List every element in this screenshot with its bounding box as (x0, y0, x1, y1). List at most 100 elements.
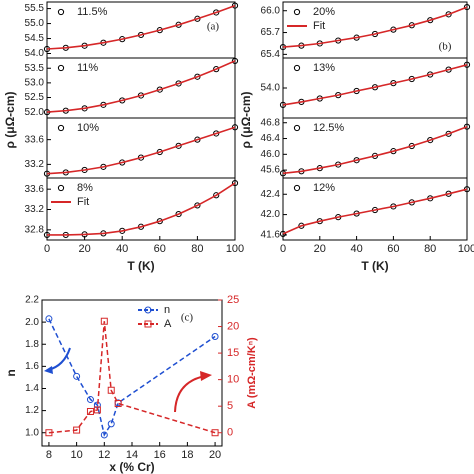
y-tick-label: 41.6 (261, 230, 281, 241)
legend-label: 20% (313, 6, 335, 18)
x-axis-label: x (% Cr) (109, 460, 154, 474)
x-tick-label: 80 (191, 243, 203, 255)
data-point (100, 431, 108, 439)
y-tick-label: 42.4 (261, 189, 281, 200)
data-point (231, 124, 239, 131)
legend-marker (57, 184, 65, 192)
legend-marker (293, 184, 301, 192)
legend-label: 12% (313, 182, 335, 194)
x-tick-label: 0 (280, 243, 286, 255)
y-tick-label: 1.6 (25, 361, 39, 372)
y-tick-label: 2.2 (25, 295, 39, 306)
legend-marker (144, 320, 152, 328)
x-tick-label: 0 (44, 243, 50, 255)
data-point (279, 230, 287, 238)
y-tick-label: 33.6 (25, 134, 45, 145)
arrow-a (174, 375, 206, 413)
legend-marker (293, 8, 301, 16)
data-point (445, 130, 452, 137)
data-point (213, 9, 220, 16)
y-tick-label: 52.5 (25, 92, 45, 103)
y2-tick-label: 15 (227, 347, 239, 359)
y-tick-label: 55.0 (25, 18, 45, 29)
data-point (445, 11, 452, 18)
data-point (86, 396, 94, 404)
legend-label: A (164, 318, 172, 330)
legend-marker (293, 64, 301, 72)
data-point (463, 3, 471, 11)
arrow-head (200, 371, 212, 381)
data-point (213, 66, 220, 73)
y-tick-label: 55.5 (25, 3, 45, 14)
y-tick-label: 42.0 (261, 209, 281, 220)
legend-label: 10% (77, 122, 99, 134)
y-tick-label: 1.2 (25, 405, 39, 416)
data-point (231, 57, 239, 65)
legend-label: 13% (313, 62, 335, 74)
series-line (282, 125, 468, 175)
y-axis-label: ρ (μΩ-cm) (239, 91, 253, 148)
y2-tick-label: 20 (227, 320, 239, 332)
data-point (73, 426, 81, 434)
legend-label: n (164, 304, 170, 316)
panel-label: (c) (181, 312, 194, 324)
legend-label: Fit (77, 196, 89, 208)
data-point (86, 407, 94, 415)
legend-marker (57, 8, 65, 16)
y-tick-label: 1.4 (25, 383, 39, 394)
plot-frame (46, 177, 236, 241)
y-tick-label: 1.0 (25, 427, 39, 438)
x-tick-label: 20 (314, 243, 326, 255)
x-tick-label: 40 (350, 243, 362, 255)
y-tick-label: 32.8 (25, 224, 45, 235)
y-axis-label: n (4, 369, 18, 376)
panel-label: (a) (207, 21, 220, 33)
y-axis-label: ρ (μΩ-cm) (3, 91, 17, 148)
y2-axis-label: A (mΩ-cm/Kⁿ) (246, 337, 258, 409)
legend-marker (57, 64, 65, 72)
legend-marker (57, 124, 65, 132)
data-point (463, 123, 471, 130)
plot-frame (46, 117, 236, 179)
x-tick-label: 40 (116, 243, 128, 255)
legend-label: 11.5% (77, 6, 108, 18)
x-tick-label: 100 (458, 243, 474, 255)
data-point (211, 429, 219, 437)
x-tick-label: 100 (226, 243, 244, 255)
x-tick-label: 10 (70, 449, 82, 461)
legend-marker (144, 306, 152, 314)
legend-label: 8% (77, 182, 93, 194)
y-tick-label: 45.6 (261, 165, 281, 176)
data-point (194, 202, 201, 209)
x-tick-label: 18 (181, 449, 193, 461)
data-point (45, 429, 53, 437)
data-point (211, 333, 219, 340)
y-tick-label: 33.2 (25, 159, 45, 170)
y2-tick-label: 10 (227, 374, 239, 386)
series-line (46, 60, 236, 113)
data-point (231, 2, 239, 9)
x-tick-label: 20 (209, 449, 221, 461)
y2-tick-label: 0 (227, 427, 233, 439)
legend-marker (293, 124, 301, 132)
data-point (231, 179, 239, 187)
x-tick-label: 20 (78, 243, 90, 255)
series-line (46, 126, 236, 175)
y-tick-label: 33.6 (25, 184, 45, 195)
x-tick-label: 12 (98, 449, 110, 461)
legend-label: 11% (77, 62, 98, 74)
legend-label: Fit (313, 20, 325, 32)
x-axis-label: T (K) (127, 259, 154, 273)
y-tick-label: 1.8 (25, 339, 39, 350)
x-tick-label: 16 (154, 449, 166, 461)
series-line (282, 64, 468, 106)
data-point (175, 210, 182, 218)
data-point (100, 317, 108, 325)
y-tick-label: 46.8 (261, 117, 281, 128)
data-point (107, 386, 115, 394)
x-tick-label: 8 (46, 449, 52, 461)
y-tick-label: 54.0 (25, 48, 45, 59)
x-axis-label: T (K) (361, 259, 388, 273)
y2-tick-label: 5 (227, 400, 233, 412)
y-tick-label: 46.0 (261, 149, 281, 160)
